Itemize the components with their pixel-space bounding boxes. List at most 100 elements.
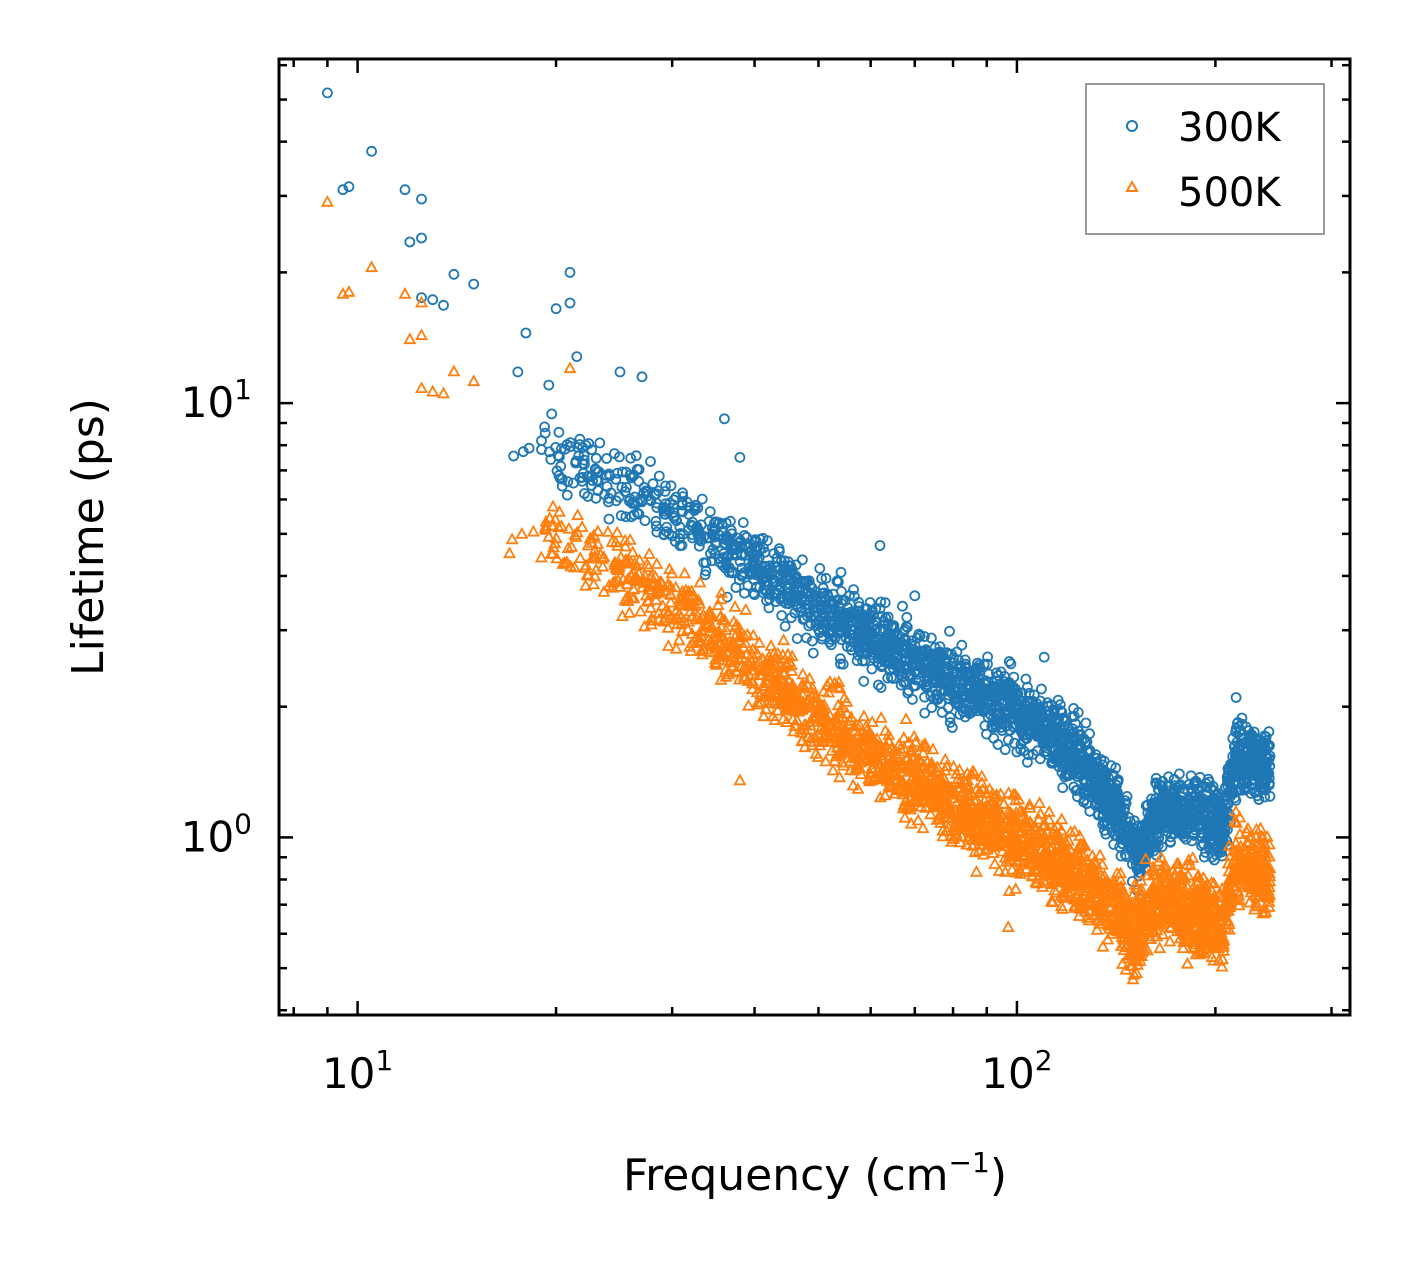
scatter-point-300K [1226,761,1238,773]
scatter-point-300K [705,548,716,559]
scatter-point-300K [1050,714,1061,726]
scatter-point-500K [1178,922,1192,934]
scatter-point-500K [1244,875,1259,887]
scatter-point-500K [1117,936,1131,949]
scatter-point-300K [1093,809,1105,820]
scatter-point-300K [416,193,427,205]
scatter-point-300K [1239,784,1250,796]
scatter-point-500K [752,654,766,667]
scatter-point-300K [762,535,773,546]
scatter-point-500K [865,761,879,774]
scatter-point-300K [779,620,791,632]
scatter-point-500K [719,623,733,635]
scatter-point-500K [1049,828,1063,841]
scatter-point-500K [904,790,918,803]
scatter-point-500K [1032,812,1046,825]
scatter-point-500K [936,829,950,842]
scatter-point-500K [745,682,760,695]
scatter-point-300K [704,506,716,518]
scatter-point-500K [608,574,622,587]
scatter-point-500K [1262,899,1276,912]
scatter-point-300K [1009,721,1020,733]
scatter-point-500K [622,605,637,618]
scatter-point-500K [614,550,628,563]
scatter-point-500K [745,676,759,689]
scatter-point-300K [1164,836,1176,848]
scatter-point-500K [919,800,933,813]
scatter-point-300K [863,630,874,641]
scatter-point-500K [695,610,709,623]
scatter-point-300K [898,648,910,659]
scatter-point-300K [944,717,956,728]
scatter-point-500K [436,386,451,399]
scatter-point-300K [753,551,765,563]
scatter-point-500K [771,703,785,716]
scatter-point-300K [1020,673,1032,685]
scatter-point-300K [693,540,705,552]
scatter-point-300K [825,624,837,636]
scatter-point-300K [536,435,547,447]
scatter-point-300K [990,691,1001,702]
scatter-point-300K [1179,783,1190,795]
scatter-point-300K [857,627,869,639]
scatter-point-300K [771,556,783,568]
scatter-point-500K [661,639,675,651]
scatter-point-500K [1068,899,1082,912]
scatter-point-300K [659,509,671,520]
scatter-point-500K [1042,812,1056,825]
scatter-point-300K [999,714,1011,725]
scatter-point-500K [629,558,644,571]
scatter-point-500K [827,712,841,724]
scatter-point-500K [851,727,865,740]
scatter-point-300K [564,297,576,309]
scatter-point-500K [1178,871,1192,883]
scatter-point-300K [730,582,742,593]
scatter-point-500K [936,823,950,836]
scatter-point-300K [723,562,735,573]
scatter-point-300K [1186,835,1198,847]
scatter-point-500K [1245,882,1259,895]
scatter-point-300K [843,634,855,646]
scatter-point-300K [790,570,802,582]
scatter-point-300K [939,664,951,676]
scatter-point-500K [1031,851,1045,864]
scatter-point-500K [642,579,657,592]
scatter-point-500K [768,696,782,709]
scatter-point-500K [899,712,913,724]
scatter-point-300K [776,610,788,621]
scatter-point-500K [995,844,1009,857]
scatter-point-300K [1189,778,1201,790]
scatter-point-300K [999,676,1010,687]
scatter-point-300K [1001,707,1013,719]
scatter-point-300K [906,635,917,647]
scatter-point-500K [1140,943,1155,956]
scatter-point-300K [1216,850,1228,862]
scatter-point-300K [1175,811,1187,823]
scatter-point-300K [1036,683,1047,695]
scatter-point-300K [885,672,897,683]
scatter-point-300K [571,351,583,363]
scatter-point-500K [751,695,765,708]
scatter-point-300K [609,448,620,460]
scatter-point-500K [823,675,837,687]
scatter-point-300K [1097,819,1109,830]
scatter-point-500K [796,667,810,680]
scatter-point-500K [1089,908,1103,920]
scatter-point-500K [776,648,790,660]
scatter-point-300K [677,491,689,503]
scatter-point-300K [848,590,860,602]
scatter-point-500K [1176,941,1190,953]
scatter-point-300K [366,145,378,157]
scatter-point-500K [1233,810,1247,823]
scatter-point-300K [550,303,562,315]
scatter-point-300K [956,639,968,651]
scatter-point-500K [653,584,667,597]
scatter-point-500K [403,332,417,345]
scatter-point-500K [758,679,772,692]
scatter-point-300K [853,639,865,650]
scatter-point-300K [1200,847,1211,858]
scatter-point-500K [831,680,845,693]
scatter-point-300K [835,566,847,578]
scatter-point-300K [1156,780,1167,791]
scatter-point-300K [975,695,987,707]
